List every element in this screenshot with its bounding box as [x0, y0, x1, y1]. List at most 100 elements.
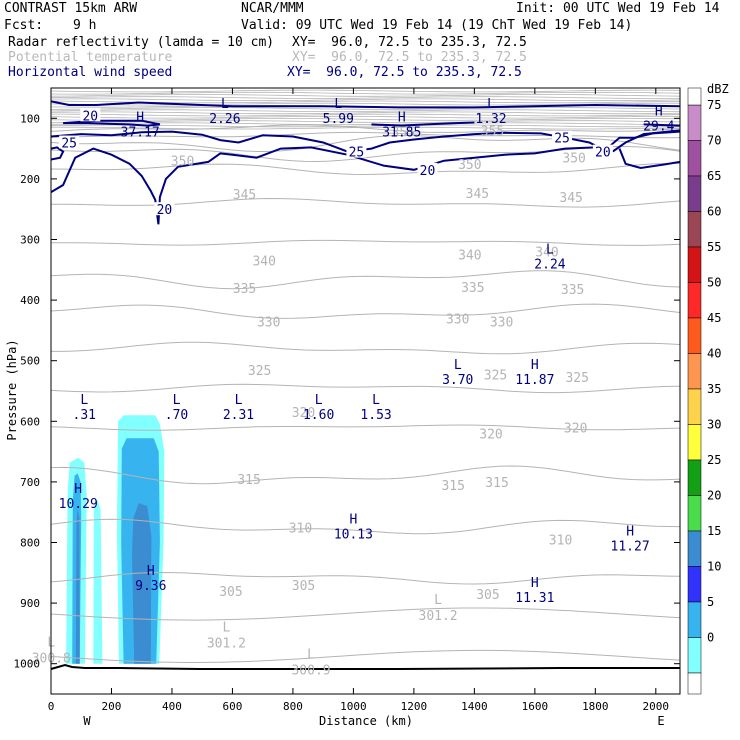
colorbar-unit: dBZ — [707, 82, 729, 96]
plot-frame — [50, 87, 681, 695]
theta-contour-label: 310 — [289, 521, 312, 536]
x-axis-title: Distance (km) — [319, 714, 413, 728]
colorbar-swatch-10 — [687, 566, 702, 603]
colorbar-swatch-5 — [687, 601, 702, 638]
colorbar-swatch-45 — [687, 317, 702, 354]
wind-extremum-kind: H — [136, 111, 144, 126]
x-tick-label: 200 — [102, 700, 122, 713]
wind-extremum-value: 9.36 — [135, 579, 166, 594]
model-title: CONTRAST 15km ARW — [4, 1, 138, 16]
axes: 0 200 400 600 800 1000 1200 1400 1600 1800 2000 100… — [14, 88, 680, 713]
wind-extremum-value: .31 — [73, 408, 96, 423]
wind-extremum-value: 11.87 — [515, 373, 554, 388]
theta-isentrope — [51, 571, 680, 585]
y-tick-label: 900 — [20, 597, 40, 610]
field-theta-name: Potential temperature — [8, 50, 173, 65]
x-tick-label: 1800 — [582, 700, 609, 713]
theta-isentrope — [51, 163, 680, 176]
field-reflectivity-xy: XY= 96.0, 72.5 to 235.3, 72.5 — [292, 35, 527, 50]
wind-extremum-kind: H — [147, 564, 155, 579]
wind-extremum-value: 2.26 — [209, 112, 240, 127]
theta-contour-label: 345 — [466, 187, 489, 202]
wind-contour-label: 20 — [595, 146, 611, 161]
wind-extremum-value: 2.24 — [534, 258, 565, 273]
valid-time: Valid: 09 UTC Wed 19 Feb 14 (19 ChT Wed … — [241, 18, 633, 33]
colorbar-cap-bottom — [687, 672, 702, 695]
colorbar-swatch-55 — [687, 246, 702, 283]
wind-extremum-value: 1.60 — [303, 408, 334, 423]
theta-isentrope-upper — [51, 94, 680, 97]
colorbar-swatch-30 — [687, 424, 702, 461]
theta-contour-label: 355 — [481, 124, 504, 139]
y-tick-label: 700 — [20, 476, 40, 489]
x-tick-label: 1200 — [401, 700, 428, 713]
colorbar-label: 0 — [707, 631, 714, 645]
theta-extremum-kind: L — [307, 648, 315, 663]
wind-contour-label: 25 — [554, 132, 570, 147]
wind-contour-label: 25 — [61, 137, 77, 152]
y-tick-label: 1000 — [14, 658, 41, 671]
y-tick-label: 100 — [20, 112, 40, 125]
colorbar-label: 5 — [707, 595, 714, 609]
theta-contour-label: 315 — [237, 473, 260, 488]
field-wind-xy: XY= 96.0, 72.5 to 235.3, 72.5 — [287, 65, 522, 80]
theta-contour-label: 335 — [561, 283, 584, 298]
theta-contour-label: 330 — [490, 315, 513, 330]
wind-label-bg — [346, 144, 367, 158]
wind-label-bg — [417, 162, 438, 176]
wind-contour-label: 25 — [349, 146, 365, 161]
echo-main-core — [132, 503, 152, 664]
wind-jet-core-east — [643, 123, 680, 127]
theta-contour-label: 325 — [248, 364, 271, 379]
x-tick-label: 2000 — [643, 700, 670, 713]
theta-extremum-value: 300.9 — [291, 664, 330, 679]
colorbar-label: 35 — [707, 382, 721, 396]
wind-extremum-value: 2.31 — [223, 408, 254, 423]
colorbar-swatch-70 — [687, 140, 702, 177]
theta-isentrope — [51, 518, 680, 535]
init-time: Init: 00 UTC Wed 19 Feb 14 — [516, 1, 720, 16]
west-label: W — [83, 714, 91, 728]
wind-extremum-kind: H — [74, 482, 82, 497]
theta-isentrope-upper — [51, 120, 680, 123]
colorbar-swatch-35 — [687, 388, 702, 425]
wind-extremum-kind: L — [487, 97, 495, 112]
colorbar-label: 70 — [707, 134, 721, 148]
theta-contour-label: 320 — [292, 406, 315, 421]
contour-labels: 355 355 350 350 350 345 345 345 340 340 340 335 335 3… — [32, 97, 675, 678]
colorbar-swatch-15 — [687, 530, 702, 567]
colorbar-label: 60 — [707, 205, 721, 219]
theta-contour-label: 340 — [458, 249, 481, 264]
wind-extremum-kind: H — [626, 524, 634, 539]
theta-contour-label: 305 — [476, 588, 499, 603]
terrain-line — [50, 663, 680, 670]
field-reflectivity-name: Radar reflectivity (lamda = 10 cm) — [8, 35, 275, 50]
y-tick-label: 200 — [20, 173, 40, 186]
wind-extremum-kind: L — [546, 243, 554, 258]
theta-isentrope-upper — [51, 113, 680, 117]
wind-extremum-kind: H — [655, 105, 663, 120]
wind-label-bg — [552, 130, 573, 144]
theta-contour-label: 330 — [257, 315, 280, 330]
theta-isentrope — [51, 270, 680, 290]
theta-isentrope — [51, 383, 680, 394]
theta-contour-label: 345 — [233, 188, 256, 203]
y-tick-label: 400 — [20, 294, 40, 307]
x-tick-label: 800 — [283, 700, 303, 713]
x-tick-label: 0 — [48, 700, 55, 713]
x-tick-label: 1400 — [461, 700, 488, 713]
wind-extremum-value: 1.53 — [360, 408, 391, 423]
wind-extremum-kind: H — [349, 512, 357, 527]
wind-contour-label: 20 — [157, 203, 173, 218]
theta-contour-label: 330 — [446, 312, 469, 327]
x-tick-label: 400 — [162, 700, 182, 713]
wind-extremum-kind: H — [398, 111, 406, 126]
wind-20-contour — [51, 130, 680, 225]
wind-label-bg — [59, 135, 80, 149]
theta-isentrope — [51, 303, 680, 319]
wind-20-loop-west — [51, 146, 65, 161]
theta-isentrope-upper — [51, 115, 680, 119]
wind-extremum-value: 10.29 — [59, 497, 98, 512]
